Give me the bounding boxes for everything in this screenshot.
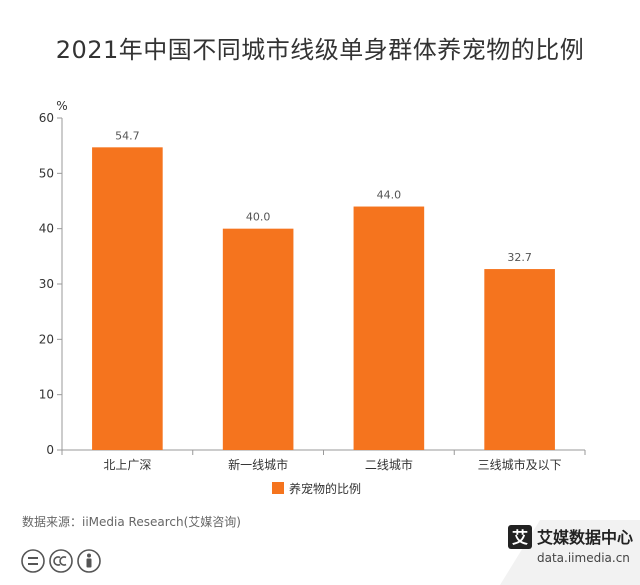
data-label: 32.7 <box>507 251 532 264</box>
brand-logo-icon <box>508 525 532 549</box>
y-tick-label: 0 <box>46 443 54 457</box>
x-tick-label: 北上广深 <box>103 458 151 472</box>
brand-url: data.iimedia.cn <box>537 551 630 565</box>
data-label: 40.0 <box>246 211 271 224</box>
x-tick-label: 新一线城市 <box>228 457 288 472</box>
license-icons <box>21 549 101 573</box>
y-tick-label: 40 <box>39 222 54 236</box>
equal-icon <box>21 549 45 573</box>
x-tick-label: 二线城市 <box>365 457 413 472</box>
brand-logo: 艾 艾媒数据中心 data.iimedia.cn <box>500 520 640 585</box>
legend-label: 养宠物的比例 <box>289 481 361 496</box>
brand-name: 艾媒数据中心 <box>537 528 633 547</box>
bar <box>92 147 163 450</box>
brand-logo-char: 艾 <box>512 528 528 547</box>
bar-chart: % 0 10 20 30 40 50 60 54.7 北上广深 40.0 新一线城市 44.0 二线城市 3… <box>39 99 586 496</box>
bar <box>222 228 294 450</box>
data-label: 44.0 <box>377 189 402 202</box>
data-label: 54.7 <box>115 129 140 142</box>
legend-swatch <box>272 482 284 494</box>
source-text: 数据来源：iiMedia Research(艾媒咨询) <box>22 515 241 529</box>
cc-icon <box>49 549 73 573</box>
y-tick-label: 30 <box>39 277 54 291</box>
y-tick-label: 50 <box>39 166 54 180</box>
y-tick-label: 60 <box>39 111 54 125</box>
y-unit-label: % <box>56 99 67 113</box>
chart-title: 2021年中国不同城市线级单身群体养宠物的比例 <box>55 36 585 64</box>
y-tick-label: 10 <box>39 388 54 402</box>
x-tick-label: 三线城市及以下 <box>478 457 562 472</box>
y-tick-label: 20 <box>39 332 54 346</box>
person-icon <box>77 549 101 573</box>
bar <box>353 206 425 450</box>
bar <box>484 269 555 450</box>
